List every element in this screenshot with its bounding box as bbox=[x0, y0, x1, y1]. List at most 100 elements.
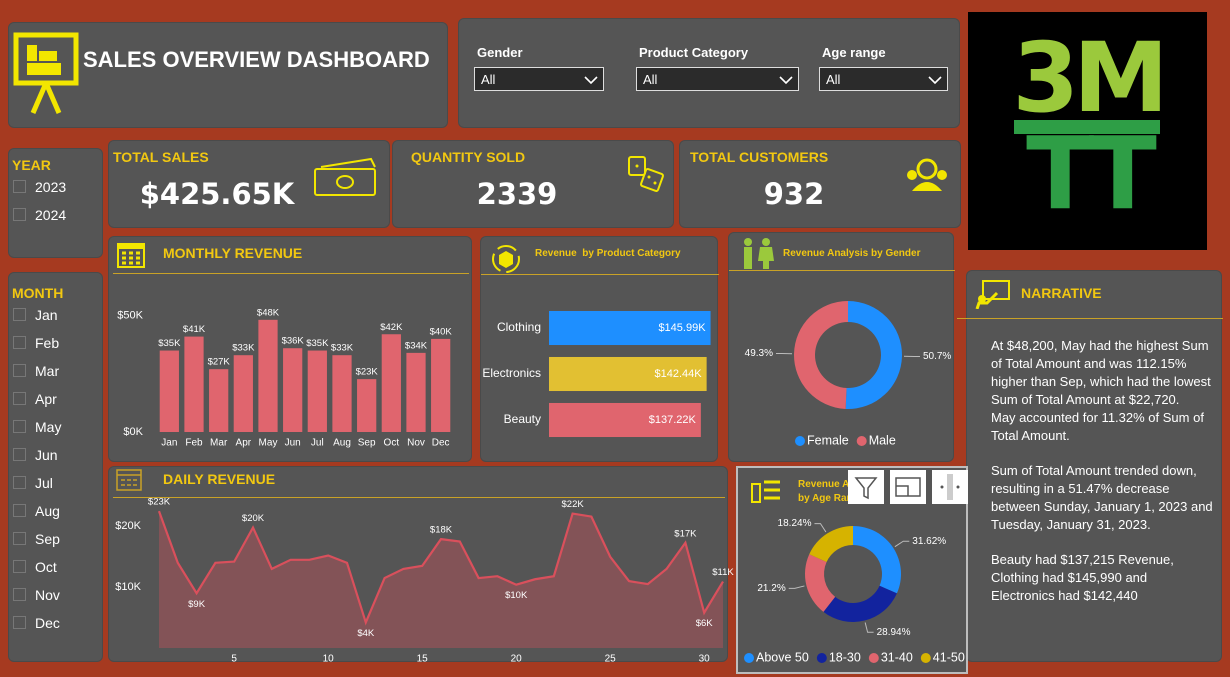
age-icon bbox=[751, 480, 780, 503]
data-label: $142.44K bbox=[655, 368, 703, 380]
dashboard-title: SALES OVERVIEW DASHBOARD bbox=[83, 47, 430, 72]
legend-label: Female bbox=[807, 433, 849, 447]
checkbox bbox=[13, 420, 26, 433]
bar bbox=[332, 355, 352, 432]
data-label: $9K bbox=[188, 599, 206, 610]
filter-dropdown[interactable]: All bbox=[474, 67, 604, 91]
slicer-option[interactable]: Dec bbox=[13, 615, 60, 631]
filter-value: All bbox=[481, 72, 496, 87]
narrative-line: May accounted for 11.32% of Sum of Total… bbox=[991, 410, 1204, 443]
chevron bbox=[779, 76, 793, 85]
option-label: Jan bbox=[35, 307, 58, 323]
slicer-option[interactable]: 2023 bbox=[13, 179, 66, 195]
option-label: Oct bbox=[35, 559, 57, 575]
chevron bbox=[584, 76, 598, 85]
data-label: 18.24% bbox=[778, 518, 812, 529]
chart-title: MONTHLY REVENUE bbox=[163, 245, 303, 261]
x-tick-label: Nov bbox=[407, 438, 425, 449]
filter-dropdown[interactable]: All bbox=[819, 67, 948, 91]
category-label: Clothing bbox=[497, 320, 541, 334]
bar bbox=[283, 348, 303, 432]
slicer-option[interactable]: May bbox=[13, 419, 61, 435]
chart-title: Revenue Analysis by Gender bbox=[783, 248, 921, 259]
checkbox bbox=[13, 180, 26, 193]
narrative-paragraph: At $48,200, May had the highest Sum of T… bbox=[991, 337, 1213, 445]
leader-line bbox=[864, 622, 874, 633]
logo-bottom: TT bbox=[1026, 115, 1157, 232]
line bbox=[157, 510, 724, 626]
data-label: 31.62% bbox=[912, 536, 946, 547]
slicer-option[interactable]: Apr bbox=[13, 391, 57, 407]
bar bbox=[159, 350, 179, 432]
bar bbox=[549, 310, 711, 346]
chevron bbox=[928, 76, 942, 85]
slicer-option[interactable]: Nov bbox=[13, 587, 60, 603]
slicer-option[interactable]: Jul bbox=[13, 475, 53, 491]
legend-swatch bbox=[856, 436, 867, 446]
data-label: $40K bbox=[430, 326, 453, 337]
customers-icon bbox=[907, 158, 947, 191]
month-slicer: MONTH Jan Feb Mar Apr May Jun Jul Aug Sep Oct Nov D… bbox=[8, 272, 103, 662]
category-icon bbox=[492, 245, 520, 273]
money-icon bbox=[314, 157, 376, 196]
slicer-option[interactable]: Oct bbox=[13, 559, 57, 575]
x-tick-label: Aug bbox=[333, 438, 351, 449]
chart-panel: Revenue Analysis by Gender 50.7% 49.3% Fem… bbox=[728, 232, 955, 462]
checkbox bbox=[13, 208, 26, 221]
kpi-value: $425.65K bbox=[139, 177, 295, 211]
data-label: $36K bbox=[282, 336, 305, 347]
narrative-body: At $48,200, May had the highest Sum of T… bbox=[991, 337, 1213, 622]
chart-panel: DAILY REVENUE $10K $20K 5 10 15 20 25 30 $23K $9K… bbox=[108, 466, 734, 665]
data-label: $22K bbox=[562, 499, 585, 510]
option-label: Nov bbox=[35, 587, 60, 603]
slicer-option[interactable]: Sep bbox=[13, 531, 60, 547]
data-label: $42K bbox=[380, 322, 403, 333]
narrative-paragraph: Beauty had $137,215 Revenue, Clothing ha… bbox=[991, 551, 1213, 605]
data-label: $23K bbox=[148, 497, 171, 508]
narrative-line: Sum of Total Amount trended down, result… bbox=[991, 463, 1213, 532]
title-rule bbox=[113, 273, 469, 274]
data-label: 21.2% bbox=[757, 583, 785, 594]
checkbox bbox=[13, 532, 26, 545]
kpi-card: QUANTITY SOLD 2339 bbox=[392, 140, 674, 228]
title-rule bbox=[481, 274, 719, 275]
data-label: $20K bbox=[242, 513, 265, 524]
x-tick-label: May bbox=[259, 438, 278, 449]
header-panel: SALES OVERVIEW DASHBOARD bbox=[8, 22, 448, 128]
slicer-option[interactable]: Jun bbox=[13, 447, 58, 463]
title-rule bbox=[113, 497, 725, 498]
x-tick-label: 25 bbox=[605, 654, 617, 665]
legend-swatch bbox=[816, 653, 827, 663]
bar bbox=[406, 352, 426, 432]
option-label: Feb bbox=[35, 335, 60, 351]
option-label: Aug bbox=[35, 503, 60, 519]
data-label: $41K bbox=[183, 324, 206, 335]
slicer-option[interactable]: Mar bbox=[13, 363, 59, 379]
data-label: $17K bbox=[674, 528, 697, 539]
narrative-paragraph: Sum of Total Amount trended down, result… bbox=[991, 462, 1213, 534]
filter-label: Age range bbox=[822, 45, 886, 60]
filter-label: Product Category bbox=[639, 45, 749, 60]
x-tick-label: Oct bbox=[384, 438, 400, 449]
slicer-option[interactable]: Jan bbox=[13, 307, 58, 323]
bar bbox=[307, 350, 327, 432]
header-icon bbox=[13, 32, 79, 114]
slice bbox=[853, 526, 901, 594]
kpi-value: 2339 bbox=[476, 177, 558, 211]
checkbox bbox=[13, 448, 26, 461]
x-tick-label: 15 bbox=[417, 654, 429, 665]
area bbox=[159, 511, 723, 648]
slicer-option[interactable]: Aug bbox=[13, 503, 60, 519]
y-tick-label: $0K bbox=[123, 426, 143, 438]
slicer-option[interactable]: 2024 bbox=[13, 207, 66, 223]
gender-chart: 50.7% 49.3% Female Male bbox=[745, 301, 951, 447]
slicer-option[interactable]: Feb bbox=[13, 335, 59, 351]
checkbox bbox=[13, 308, 26, 321]
filter-dropdown[interactable]: All bbox=[636, 67, 799, 91]
filter-value: All bbox=[643, 72, 658, 87]
gender-icon bbox=[744, 238, 774, 269]
daily-chart: $10K $20K 5 10 15 20 25 30 $23K $9K $20K $4K $18K $10… bbox=[115, 497, 734, 665]
data-label: $145.99K bbox=[658, 322, 706, 334]
data-label: 50.7% bbox=[923, 351, 951, 362]
y-tick-label: $10K bbox=[115, 581, 141, 593]
